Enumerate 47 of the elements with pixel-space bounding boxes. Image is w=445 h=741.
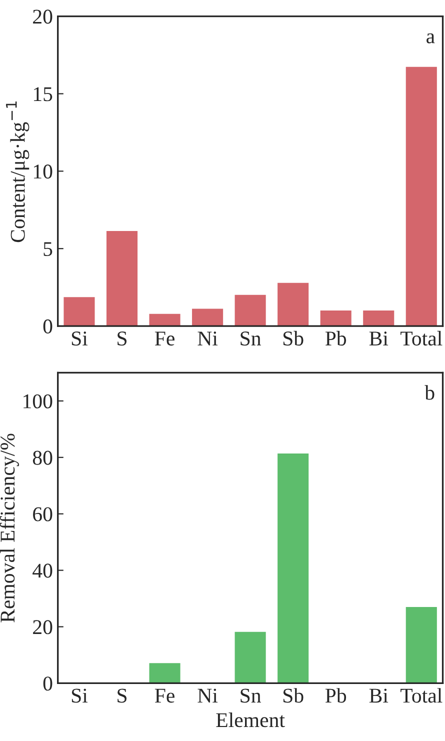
bar bbox=[406, 607, 437, 684]
y-tick-label: 20 bbox=[33, 10, 52, 24]
x-tick-label: Si bbox=[72, 332, 88, 346]
bar bbox=[278, 453, 309, 684]
x-tick-label: Bi bbox=[369, 332, 388, 346]
bar bbox=[192, 308, 224, 326]
y-tick-label: 20 bbox=[33, 620, 52, 634]
x-tick-label: Ni bbox=[198, 688, 218, 703]
bar bbox=[106, 231, 138, 326]
x-tick-label: Bi bbox=[369, 688, 388, 703]
x-tick-label: Sb bbox=[283, 688, 304, 703]
bar bbox=[278, 282, 309, 326]
y-tick-label: 0 bbox=[43, 319, 52, 334]
y-tick-label: 5 bbox=[44, 242, 52, 256]
y-tick-label: 10 bbox=[34, 164, 52, 179]
bar bbox=[64, 297, 95, 326]
x-tick-label: S bbox=[118, 332, 127, 346]
annotation: b bbox=[424, 385, 434, 400]
x-tick-label: Sn bbox=[240, 688, 261, 703]
bar bbox=[149, 314, 180, 326]
x-tick-label: Ni bbox=[198, 332, 218, 346]
x-tick-label: Fe bbox=[154, 688, 174, 703]
y-tick-label: 0 bbox=[43, 676, 52, 691]
y-axis-title: Content/μg·kg$^{−1}$ bbox=[6, 101, 30, 242]
x-tick-label: S bbox=[118, 688, 127, 703]
x-axis-title: Element bbox=[216, 712, 285, 728]
bar bbox=[320, 310, 352, 326]
bar bbox=[406, 66, 437, 326]
y-tick-label: 15 bbox=[34, 87, 52, 102]
x-tick-label: Fe bbox=[154, 332, 174, 346]
bar bbox=[234, 632, 266, 684]
y-axis-title: Removal Efficiency/% bbox=[0, 434, 19, 622]
x-tick-label: Total bbox=[400, 330, 442, 346]
bar bbox=[234, 294, 266, 326]
x-tick-label: Pb bbox=[325, 330, 346, 346]
x-tick-label: Si bbox=[72, 688, 88, 703]
y-tick-label: 60 bbox=[33, 507, 52, 522]
y-tick-label: 80 bbox=[32, 450, 52, 465]
annotation: a bbox=[426, 33, 435, 44]
x-tick-label: Sb bbox=[283, 330, 304, 346]
x-tick-label: Sn bbox=[240, 332, 261, 346]
x-tick-label: Total bbox=[400, 688, 442, 703]
y-tick-label: 40 bbox=[32, 564, 52, 578]
bar bbox=[149, 663, 180, 684]
y-tick-label: 100 bbox=[24, 394, 52, 408]
bar bbox=[363, 310, 394, 326]
x-tick-label: Pb bbox=[325, 688, 346, 703]
